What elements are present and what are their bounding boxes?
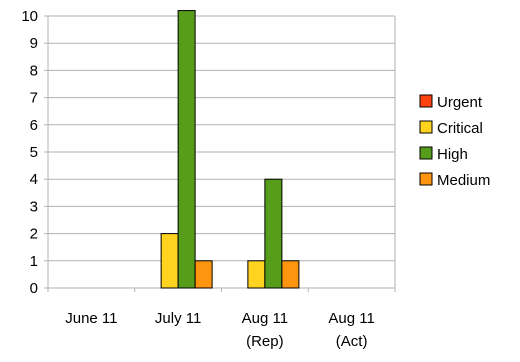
y-tick-label: 3 — [30, 198, 38, 215]
y-tick-label: 5 — [30, 144, 38, 161]
bar-medium — [194, 260, 213, 289]
x-axis-category-labels: June 11 July 11 Aug 11 (Rep) Aug 11 (Act) — [65, 310, 375, 350]
legend-label: Urgent — [437, 94, 483, 111]
x-category-label: June 11 — [65, 310, 117, 327]
y-tick-label: 9 — [30, 35, 38, 52]
bars — [160, 10, 300, 289]
legend-label: Medium — [437, 172, 490, 189]
y-tick-label: 10 — [21, 8, 38, 25]
y-tick-label: 8 — [30, 62, 38, 79]
x-category-label: Aug 11 — [328, 310, 374, 327]
legend-swatch-urgent — [419, 94, 433, 108]
y-tick-label: 4 — [30, 171, 38, 188]
y-axis-tick-labels: 0 1 2 3 4 5 6 7 8 9 10 — [21, 8, 38, 297]
x-category-label: (Rep) — [246, 333, 284, 350]
legend: Urgent Critical High Medium — [412, 85, 518, 215]
x-category-label: (Act) — [336, 333, 368, 350]
legend-label: High — [437, 146, 468, 163]
bar-high — [264, 178, 283, 289]
y-tick-label: 1 — [30, 253, 38, 270]
y-tick-label: 0 — [30, 280, 38, 297]
y-tick-label: 6 — [30, 117, 38, 134]
bar-high — [177, 10, 196, 289]
x-category-label: July 11 — [155, 310, 201, 327]
x-category-label: Aug 11 — [242, 310, 288, 327]
legend-label: Critical — [437, 120, 483, 137]
legend-swatch-critical — [419, 120, 433, 134]
bar-critical — [160, 233, 179, 289]
gridlines — [44, 15, 396, 292]
bar-critical — [247, 260, 266, 289]
y-tick-label: 7 — [30, 90, 38, 107]
legend-swatch-medium — [419, 172, 433, 186]
y-tick-label: 2 — [30, 226, 38, 243]
bar-medium — [281, 260, 300, 289]
legend-swatch-high — [419, 146, 433, 160]
